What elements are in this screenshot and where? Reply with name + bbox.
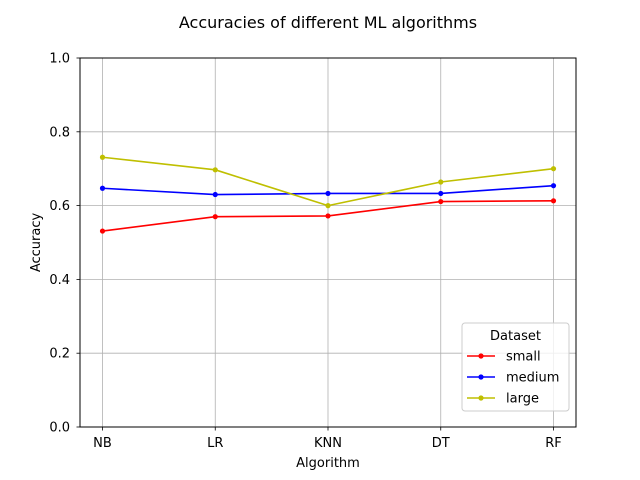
- legend-marker-small: [478, 353, 484, 359]
- y-tick-label: 0.0: [49, 421, 70, 436]
- y-tick-label: 0.4: [49, 273, 70, 288]
- legend-marker-large: [478, 395, 484, 401]
- data-point-large: [550, 166, 557, 172]
- legend-title: Dataset: [490, 329, 541, 344]
- x-tick-label: LR: [207, 436, 223, 451]
- data-point-small: [212, 214, 218, 220]
- legend-label-medium: medium: [506, 371, 559, 386]
- data-point-medium: [325, 190, 331, 197]
- legend: Dataset small medium large: [461, 322, 570, 412]
- data-point-medium: [99, 185, 106, 191]
- legend-frame: [461, 322, 570, 412]
- legend-marker-medium: [478, 374, 484, 380]
- series-layer: [99, 154, 557, 234]
- data-point-medium: [438, 190, 444, 197]
- data-point-small: [438, 198, 444, 205]
- tick-layer: NB LR KNN DT RF 0.0 0.2 0.4 0.6 0.8 1.0: [49, 52, 561, 452]
- data-point-small: [99, 228, 106, 234]
- data-point-large: [325, 203, 331, 209]
- x-tick-label: KNN: [314, 436, 342, 451]
- data-point-medium: [212, 191, 218, 198]
- x-tick-label: RF: [545, 436, 562, 451]
- data-point-medium: [550, 183, 557, 189]
- y-tick-label: 0.8: [49, 125, 70, 140]
- legend-label-large: large: [506, 392, 539, 407]
- y-axis-label: Accuracy: [29, 213, 44, 273]
- x-tick-label: DT: [432, 436, 450, 451]
- data-point-small: [325, 213, 331, 219]
- data-point-large: [438, 179, 444, 185]
- legend-entries: small medium large: [467, 350, 559, 407]
- x-axis-label: Algorithm: [296, 456, 360, 471]
- y-tick-label: 1.0: [49, 52, 70, 67]
- y-tick-label: 0.6: [49, 199, 70, 214]
- y-tick-label: 0.2: [49, 347, 70, 362]
- data-point-large: [212, 167, 218, 173]
- x-tick-label: NB: [93, 436, 112, 451]
- chart-title: Accuracies of different ML algorithms: [179, 13, 477, 32]
- data-point-small: [550, 198, 557, 204]
- data-point-large: [99, 154, 106, 160]
- legend-label-small: small: [506, 350, 541, 365]
